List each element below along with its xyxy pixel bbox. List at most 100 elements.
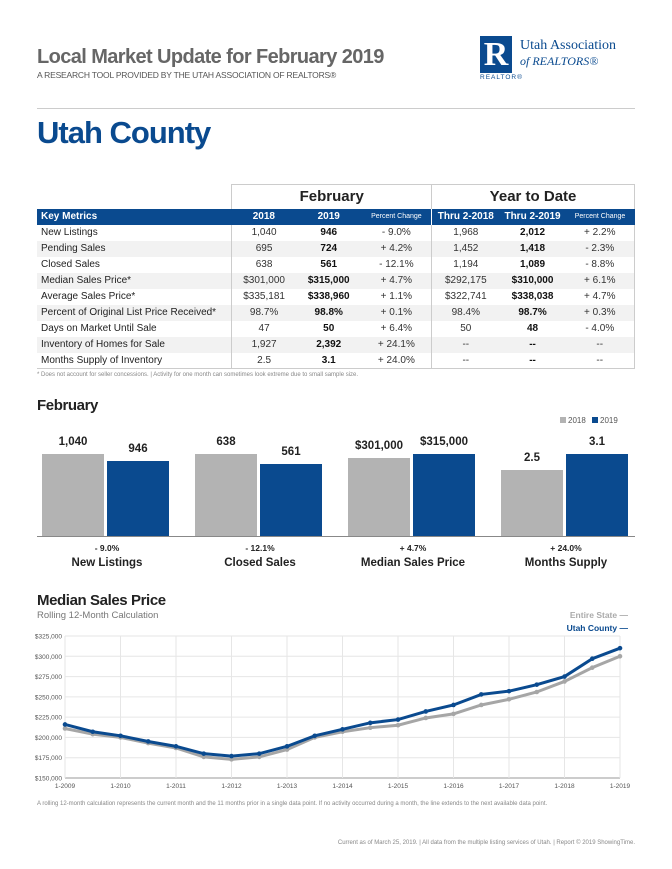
metric-value: 50 xyxy=(323,323,335,334)
bar-group-label: + 4.7% Median Sales Price xyxy=(338,543,488,569)
bar xyxy=(42,454,104,536)
line-chart-subtitle: Rolling 12-Month Calculation xyxy=(37,610,159,621)
data-point xyxy=(284,747,290,752)
metric-value: 98.7% xyxy=(499,304,566,321)
metric-value: $310,000 xyxy=(499,272,566,289)
data-point xyxy=(367,720,373,726)
data-point xyxy=(118,733,123,739)
y-tick-label: $200,000 xyxy=(35,735,62,742)
metric-value: 2,012 xyxy=(520,227,546,238)
column-header: Key Metrics xyxy=(37,208,232,225)
table-row: Pending Sales 695 724 + 4.2% 1,452 1,418- 2.3… xyxy=(37,240,635,257)
metric-value: - 8.8% xyxy=(565,256,635,273)
metric-name: Pending Sales xyxy=(37,240,232,257)
metric-value: 1,194 xyxy=(431,256,500,273)
metric-value: 98.4% xyxy=(431,304,500,321)
metric-value: - 9.0% xyxy=(381,227,411,238)
legend-utah-county: Utah County — xyxy=(566,623,628,633)
metric-value: + 6.4% xyxy=(380,323,413,334)
metric-value: $301,000 xyxy=(231,272,296,289)
metric-name: Months Supply of Inventory xyxy=(37,352,232,369)
column-header: Thru 2-2019 xyxy=(499,208,566,225)
metric-value: + 2.2% xyxy=(565,224,635,241)
metric-value: 50 xyxy=(431,320,500,337)
data-point xyxy=(589,665,595,670)
metric-value: + 0.3% xyxy=(565,304,635,321)
metric-name: Inventory of Homes for Sale xyxy=(37,336,232,353)
percent-change: - 12.1% xyxy=(245,543,275,553)
column-header: 2019 xyxy=(295,208,362,225)
metric-value: + 24.0% xyxy=(361,352,432,369)
bar xyxy=(195,454,257,536)
bar-group-label: - 9.0% New Listings xyxy=(32,543,182,569)
data-point xyxy=(201,751,207,756)
metric-value: $292,175 xyxy=(431,272,500,289)
bar-legend: 2018 2019 xyxy=(560,416,618,425)
data-point xyxy=(451,711,456,717)
data-point xyxy=(617,653,623,659)
metric-value: 695 xyxy=(231,240,296,257)
percent-change: + 4.7% xyxy=(399,543,427,553)
x-tick-label: 1-2018 xyxy=(554,783,575,790)
metric-value: 638 xyxy=(231,256,296,273)
metric-value: 1,452 xyxy=(431,240,500,257)
data-point xyxy=(173,744,179,749)
data-point xyxy=(506,696,512,702)
metric-value: $315,000 xyxy=(295,272,362,289)
y-tick-label: $325,000 xyxy=(35,634,62,641)
metric-value: 1,968 xyxy=(431,224,500,241)
table-row: Closed Sales 638 561 - 12.1% 1,194 1,089 - 8.8… xyxy=(37,256,635,273)
table-row: New Listings 1,040 946 - 9.0% 1,968 2,012 + 2.… xyxy=(37,224,635,241)
column-header: Percent Change xyxy=(361,208,432,225)
metric-value: 724 xyxy=(295,240,362,257)
data-point xyxy=(145,739,151,744)
legend-swatch-2019 xyxy=(592,417,599,423)
bar-value-label: $301,000 xyxy=(355,439,403,452)
data-point xyxy=(534,689,540,695)
legend-2018: 2018 xyxy=(568,416,586,425)
bar-group-label: - 12.1% Closed Sales xyxy=(185,543,335,569)
table-row: Average Sales Price* $335,181 $338,960 + 1.… xyxy=(37,288,635,305)
table-footnote: * Does not account for seller concession… xyxy=(37,372,359,378)
table-row: Inventory of Homes for Sale 1,927 2,392 + 2… xyxy=(37,336,635,353)
metric-name: Median Sales Price* xyxy=(37,272,232,289)
metric-value: - 12.1% xyxy=(379,259,414,270)
metric-value: 2.5 xyxy=(231,352,296,369)
metric-value: -- xyxy=(565,336,635,353)
metric-value: $338,038 xyxy=(511,291,554,302)
legend-entire-state-label: Entire State xyxy=(569,610,618,620)
line-chart: $150,000 $175,000 $200,000 $225,000 $250,000… xyxy=(35,634,631,791)
y-tick-label: $275,000 xyxy=(35,674,62,681)
metric-name: New Listings xyxy=(41,227,98,238)
column-header: 2018 xyxy=(231,208,296,225)
data-point xyxy=(367,725,373,730)
metric-value: $335,181 xyxy=(231,288,296,305)
data-point xyxy=(229,753,234,759)
metric-value: 561 xyxy=(320,259,338,270)
metric-value: 48 xyxy=(526,323,539,334)
metric-value: 1,040 xyxy=(231,224,296,241)
x-tick-label: 1-2014 xyxy=(332,783,353,790)
metric-name: Days on Market Until Sale xyxy=(41,323,157,334)
x-tick-label: 1-2015 xyxy=(388,783,409,790)
metric-value: + 0.1% xyxy=(361,304,432,321)
page-footer: Current as of March 25, 2019. | All data… xyxy=(337,840,635,846)
table-row: Days on Market Until Sale 47 50 + 6.4% 50 48 -… xyxy=(37,320,635,337)
divider xyxy=(37,108,635,109)
metric-name: Closed Sales xyxy=(41,259,100,270)
area-title: Utah County xyxy=(37,115,211,150)
metric-value: + 6.1% xyxy=(565,272,635,289)
bar-value-label: 3.1 xyxy=(589,436,605,448)
data-point xyxy=(478,692,484,697)
group-ytd: Year to Date xyxy=(431,184,635,209)
data-point xyxy=(534,682,540,687)
realtors-logo: R REALTOR® Utah Association of REALTORS® xyxy=(480,36,640,84)
metric-value: -- xyxy=(431,336,500,353)
category-label: New Listings xyxy=(71,557,143,569)
data-point xyxy=(62,726,68,731)
table-row: Median Sales Price* $301,000 $315,000 + 4.7… xyxy=(37,272,635,289)
x-tick-label: 1-2012 xyxy=(221,783,242,790)
y-tick-label: $150,000 xyxy=(35,776,62,783)
data-point xyxy=(617,645,623,651)
bar xyxy=(413,454,475,536)
